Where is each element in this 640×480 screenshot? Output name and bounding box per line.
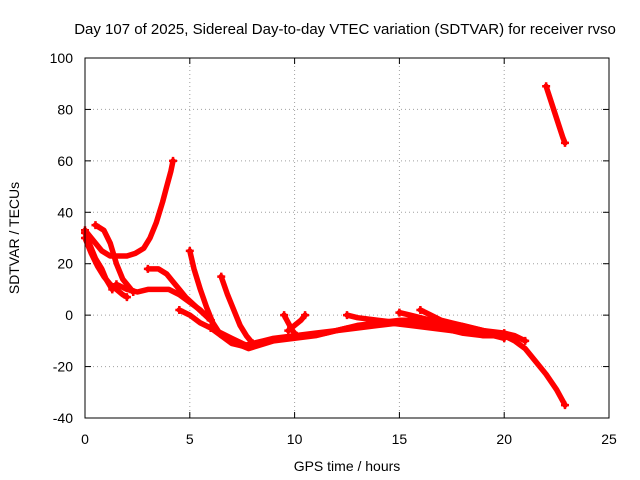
x-tick-label: 25 — [601, 431, 617, 447]
data-point-marker — [560, 401, 569, 410]
x-tick-label: 10 — [287, 431, 303, 447]
data-point-marker — [542, 82, 551, 91]
data-point-marker — [169, 156, 178, 165]
y-axis-label: SDTVAR / TECUs — [6, 182, 22, 294]
y-tick-label: 100 — [50, 50, 74, 66]
data-series — [81, 82, 569, 410]
series-arc-5 — [113, 281, 214, 324]
y-tick-label: -40 — [53, 410, 73, 426]
data-point-marker — [112, 280, 121, 289]
x-tick-label: 5 — [186, 431, 194, 447]
x-tick-label: 15 — [392, 431, 408, 447]
series-arc-2 — [82, 230, 115, 293]
data-point-marker — [560, 138, 569, 147]
series-arc-8 — [187, 248, 568, 408]
series-arc-9 — [218, 273, 256, 347]
y-tick-label: -20 — [53, 359, 73, 375]
y-tick-label: 80 — [57, 101, 73, 117]
y-tick-label: 60 — [57, 153, 73, 169]
data-point-marker — [108, 285, 117, 294]
data-point-marker — [143, 264, 152, 273]
data-point-marker — [175, 306, 184, 314]
x-tick-label: 0 — [81, 431, 89, 447]
series-arc-16 — [543, 83, 568, 146]
y-tick-label: 20 — [57, 256, 73, 272]
series-arc-12 — [285, 312, 308, 334]
x-axis-label: GPS time / hours — [294, 458, 401, 474]
series-arc-14 — [396, 309, 507, 342]
series-arc-6 — [145, 266, 214, 324]
y-tick-label: 0 — [65, 307, 73, 323]
data-point-marker — [206, 324, 215, 332]
y-tick-label: 40 — [57, 204, 73, 220]
axis-ticks: 0 5 10 15 20 25 -40 -20 0 20 40 60 80 100 — [50, 50, 617, 447]
data-point-marker — [416, 306, 425, 314]
data-point-marker — [284, 326, 293, 335]
chart-title: Day 107 of 2025, Sidereal Day-to-day VTE… — [74, 21, 616, 38]
data-point-marker — [217, 272, 226, 281]
data-point-marker — [521, 336, 530, 345]
data-point-marker — [280, 311, 289, 320]
grid-lines — [85, 58, 609, 418]
data-point-marker — [185, 246, 194, 255]
series-arc-4 — [92, 222, 136, 295]
data-point-marker — [343, 311, 351, 320]
data-point-marker — [395, 308, 404, 317]
data-point-marker — [301, 311, 310, 320]
plot-frame — [84, 57, 610, 419]
data-point-marker — [91, 221, 100, 230]
series-arc-15 — [417, 307, 528, 344]
x-tick-label: 20 — [496, 431, 512, 447]
series-arc-3 — [82, 158, 176, 259]
data-point-marker — [292, 331, 301, 340]
data-point-marker — [122, 293, 131, 302]
